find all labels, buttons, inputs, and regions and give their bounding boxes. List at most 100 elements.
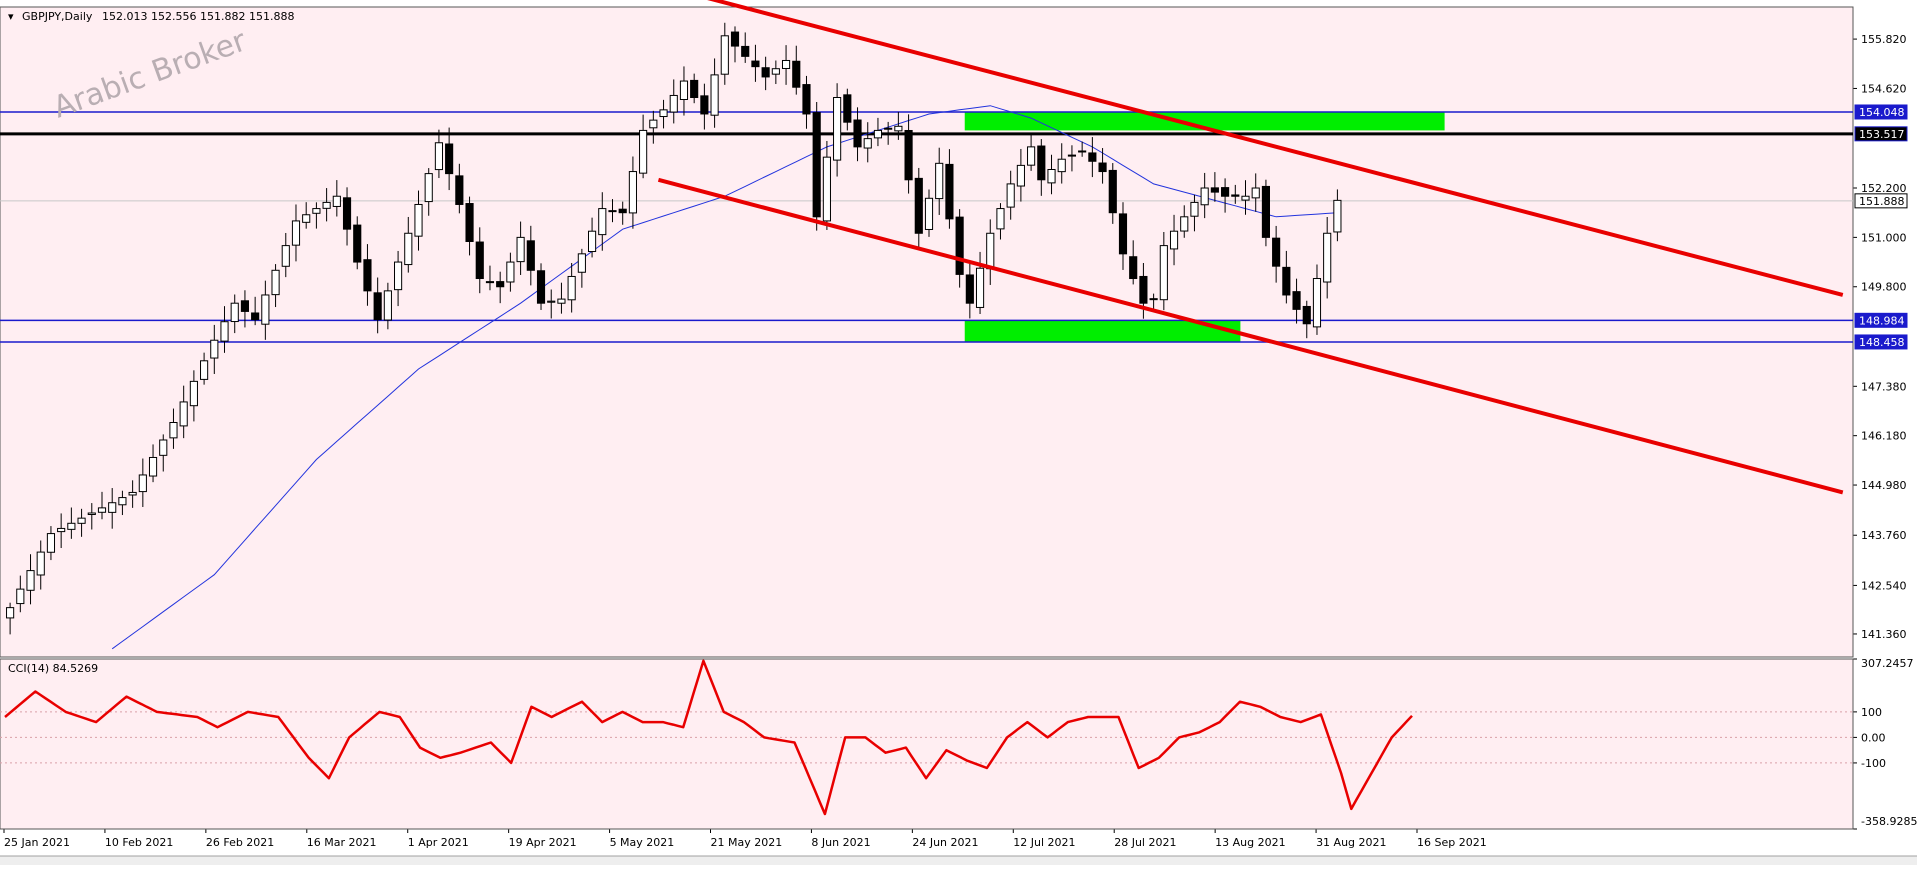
candle-body [690, 79, 699, 99]
candle-body [557, 298, 566, 304]
window-tab-strip[interactable] [0, 856, 1917, 865]
candle-body [138, 474, 147, 493]
candle-body [179, 401, 188, 427]
price-tick-label: 152.200 [1861, 182, 1907, 195]
candle-body [1200, 187, 1209, 206]
channel-trendline[interactable] [657, 177, 1844, 495]
candle-body [485, 281, 495, 284]
price-tick-label: 141.360 [1861, 628, 1907, 641]
candle-body [67, 522, 76, 530]
candle-body [720, 35, 729, 75]
candle-body [1088, 152, 1097, 162]
candle-body [1180, 216, 1189, 232]
candle-body [251, 312, 260, 321]
candle-body [598, 208, 607, 236]
candle-body [475, 241, 484, 280]
candle-body [1272, 237, 1281, 267]
candle-body [1057, 158, 1066, 173]
channel-trendline[interactable] [679, 0, 1844, 297]
candle-body [240, 300, 250, 312]
candle-body [526, 240, 535, 271]
plot-area[interactable] [0, 0, 1854, 658]
time-tick-label: 1 Apr 2021 [408, 836, 469, 849]
price-tick-label: 144.980 [1861, 479, 1907, 492]
price-pane-background [0, 7, 1853, 657]
price-tick-label: 151.000 [1861, 231, 1907, 244]
candle-body [363, 259, 372, 292]
candle-body [822, 156, 831, 222]
chart-ohlc-label: 152.013 152.556 151.882 151.888 [102, 10, 294, 23]
price-tag [1854, 126, 1908, 142]
price-tick-label: 143.760 [1861, 529, 1907, 542]
cci-tick-label: 307.2457 [1861, 657, 1914, 670]
candle-body [1118, 213, 1128, 255]
candle-body [1139, 275, 1148, 304]
candle-body [373, 292, 382, 321]
candle-body [1251, 187, 1260, 199]
price-tick-label: 146.180 [1861, 430, 1907, 443]
price-tag-label: 151.888 [1859, 195, 1905, 208]
candle-body [16, 588, 25, 605]
candle-body [996, 208, 1005, 230]
candle-body [1190, 201, 1199, 217]
time-tick-label: 28 Jul 2021 [1114, 836, 1176, 849]
cci-plot-area[interactable] [0, 658, 1854, 830]
candle-body [863, 138, 872, 149]
candle-body [894, 125, 903, 132]
candle-body [118, 497, 127, 506]
price-tag [1854, 334, 1908, 350]
price-tag-label: 148.984 [1859, 314, 1905, 327]
price-tick-label: 149.800 [1861, 281, 1907, 294]
time-axis: 25 Jan 2021 10 Feb 2021 26 Feb 2021 16 Mar … [0, 829, 1917, 865]
cci-tick-label: 100 [1861, 706, 1882, 719]
candle-body [1027, 146, 1036, 166]
time-tick-label: 19 Apr 2021 [509, 836, 577, 849]
candle-body [1159, 245, 1168, 301]
candle-body [1006, 183, 1015, 208]
candle-body [342, 197, 352, 230]
time-tick-label: 12 Jul 2021 [1013, 836, 1075, 849]
candle-body [506, 261, 515, 283]
candle-body [639, 129, 648, 174]
candle-body [965, 274, 974, 304]
candle-body [1312, 278, 1322, 328]
collapse-triangle-icon[interactable]: ▾ [8, 10, 14, 23]
time-tick-label: 8 Jun 2021 [811, 836, 870, 849]
candle-body [1047, 169, 1056, 184]
candle-body [97, 507, 107, 513]
time-tick-label: 26 Feb 2021 [206, 836, 274, 849]
supply-demand-zone [964, 111, 1445, 131]
candle-body [1292, 291, 1301, 310]
price-tag [1854, 104, 1908, 120]
candle-body [394, 261, 403, 291]
candle-body [1323, 232, 1332, 283]
candle-body [1067, 154, 1077, 157]
candle-body [547, 300, 556, 303]
time-tick-label: 5 May 2021 [610, 836, 675, 849]
time-tick-label: 10 Feb 2021 [105, 836, 173, 849]
candle-body [669, 94, 678, 113]
cci-tick-label: 0.00 [1861, 731, 1886, 744]
candle-body [465, 203, 474, 242]
candle-body [924, 197, 934, 230]
price-tick-label: 142.540 [1861, 579, 1907, 592]
candle-body [935, 162, 944, 200]
candle-body [108, 502, 117, 513]
candle-body [291, 220, 301, 246]
candle-body [536, 270, 546, 304]
candle-body [710, 74, 719, 116]
candle-body [496, 281, 505, 288]
candle-body [210, 339, 219, 359]
price-pane-border [0, 6, 1854, 658]
candle-body [332, 195, 341, 207]
candle-body [853, 119, 862, 148]
candle-body [955, 216, 964, 275]
candle-body [751, 60, 760, 68]
price-tick-label: 155.820 [1861, 33, 1907, 46]
candle-body [904, 129, 913, 181]
candle-body [383, 290, 392, 321]
candle-body [424, 173, 433, 203]
time-tick-label: 16 Mar 2021 [307, 836, 377, 849]
